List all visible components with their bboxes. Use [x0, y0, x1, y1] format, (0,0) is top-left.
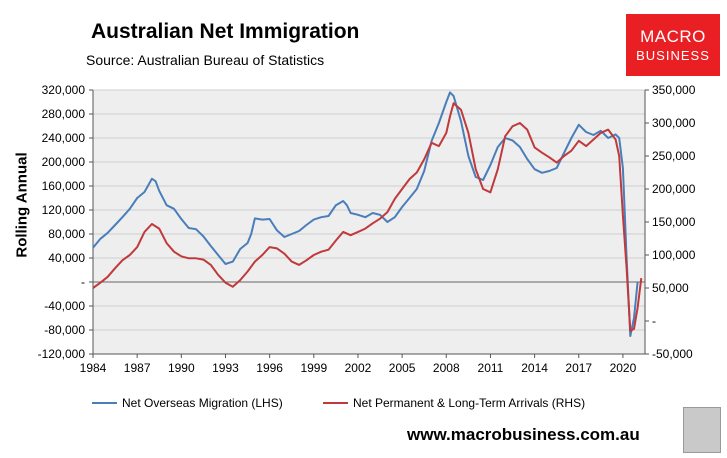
right-tick-label: 250,000 — [652, 149, 696, 163]
left-tick-label: - — [81, 275, 85, 289]
left-tick-label: 120,000 — [42, 203, 86, 217]
left-tick-label: 160,000 — [42, 179, 86, 193]
left-tick-label: -80,000 — [44, 323, 85, 337]
macrobusiness-logo[interactable]: MACRO BUSINESS — [626, 14, 720, 76]
left-tick-label: 80,000 — [48, 227, 85, 241]
chart-title: Australian Net Immigration — [91, 20, 360, 43]
left-tick-label: 320,000 — [42, 83, 86, 97]
x-tick-label: 2002 — [345, 361, 372, 375]
x-tick-label: 2014 — [521, 361, 548, 375]
series-line-net-permanent-arrivals[interactable] — [92, 102, 643, 332]
legend-label-net-overseas-migration[interactable]: Net Overseas Migration (LHS) — [122, 396, 283, 410]
left-tick-label: -120,000 — [38, 347, 86, 361]
x-axis-ticks: 1984 1987 1990 1993 1996 1999 2002 2005 2008 2011… — [80, 354, 637, 375]
chart-source: Source: Australian Bureau of Statistics — [86, 52, 325, 68]
left-tick-label: 280,000 — [42, 107, 86, 121]
right-tick-label: 300,000 — [652, 116, 696, 130]
y-axis-label: Rolling Annual — [14, 152, 31, 257]
x-tick-label: 1996 — [256, 361, 283, 375]
x-tick-label: 1990 — [168, 361, 195, 375]
right-tick-label: -50,000 — [652, 347, 693, 361]
x-tick-label: 2020 — [610, 361, 637, 375]
left-tick-label: -40,000 — [44, 299, 85, 313]
right-tick-label: 150,000 — [652, 215, 696, 229]
x-tick-label: 1987 — [124, 361, 151, 375]
left-axis-ticks: 320,000 280,000 240,000 200,000 160,000 120,0… — [38, 83, 93, 361]
logo-line-2: BUSINESS — [636, 48, 710, 63]
wolf-logo-icon — [683, 407, 721, 453]
right-tick-label: - — [652, 314, 656, 328]
legend: Net Overseas Migration (LHS) Net Permane… — [92, 396, 585, 410]
right-tick-label: 100,000 — [652, 248, 696, 262]
x-tick-label: 2005 — [389, 361, 416, 375]
right-tick-label: 350,000 — [652, 83, 696, 97]
right-tick-label: 200,000 — [652, 182, 696, 196]
right-tick-label: 50,000 — [652, 281, 689, 295]
plot-area — [93, 90, 645, 354]
website-url[interactable]: www.macrobusiness.com.au — [407, 425, 640, 444]
x-tick-label: 2017 — [565, 361, 592, 375]
logo-line-1: MACRO — [640, 27, 706, 46]
x-tick-label: 2011 — [478, 361, 504, 375]
x-tick-label: 1993 — [212, 361, 239, 375]
right-axis-ticks: 350,000 300,000 250,000 200,000 150,000 100,0… — [645, 83, 696, 361]
left-tick-label: 240,000 — [42, 131, 86, 145]
left-tick-label: 200,000 — [42, 155, 86, 169]
left-tick-label: 40,000 — [48, 251, 85, 265]
x-tick-label: 1984 — [80, 361, 107, 375]
x-tick-label: 1999 — [300, 361, 327, 375]
x-tick-label: 2008 — [433, 361, 460, 375]
gridlines — [93, 89, 645, 355]
legend-label-net-permanent-arrivals[interactable]: Net Permanent & Long-Term Arrivals (RHS) — [353, 396, 585, 410]
